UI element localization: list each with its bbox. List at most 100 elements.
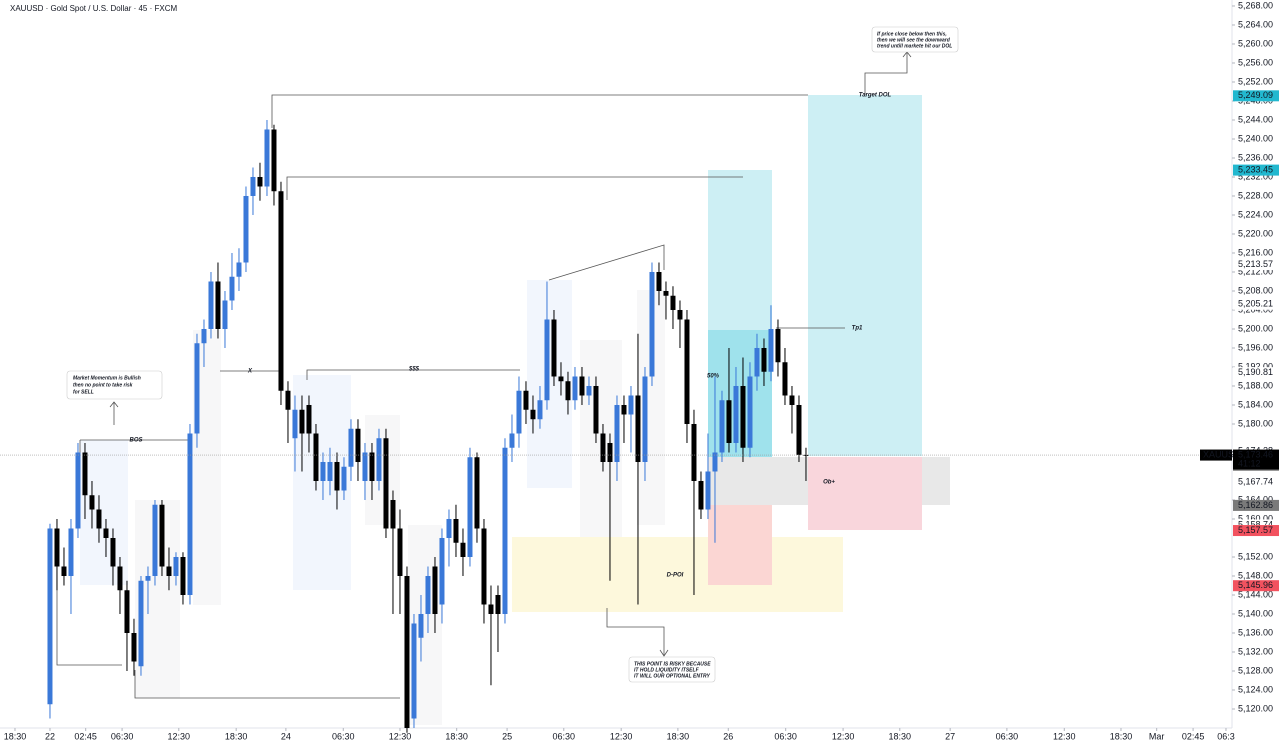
candle-body (411, 623, 417, 719)
candle-body (110, 537, 116, 567)
x-tick-label: 06:30 (996, 731, 1019, 741)
y-tick-label: 5,128.00 (1238, 665, 1273, 675)
candle-body (215, 281, 221, 329)
x-tick-label: 12:30 (1053, 731, 1076, 741)
candle-body (537, 400, 543, 420)
candle-body (789, 395, 795, 405)
y-tick-label: 5,144.00 (1238, 589, 1273, 599)
candle-body (733, 385, 739, 443)
symbol-tag-bg (1200, 449, 1232, 461)
price-label-bg (1233, 499, 1279, 511)
x-tick-label: 02:45 (74, 731, 97, 741)
x-tick-label: 18:30 (667, 731, 690, 741)
price-label-bg (1233, 580, 1279, 592)
y-tick-label: 5,208.00 (1238, 285, 1273, 295)
symbol-tag: XAUUSD (1203, 449, 1241, 459)
x-tick-label: 22 (45, 731, 55, 741)
candle-body (768, 328, 774, 372)
candle-body (313, 433, 319, 481)
price-label: 5,233.45 (1238, 164, 1273, 174)
candle-body (488, 604, 494, 614)
candle-body (761, 347, 767, 372)
y-tick-label: 5,240.00 (1238, 133, 1273, 143)
note-line: Market Momentum is Bullish (73, 375, 141, 381)
x-tick-label: 18:30 (225, 731, 248, 741)
candle-body (516, 390, 522, 434)
candle-body (201, 328, 207, 344)
candle-body (348, 428, 354, 467)
y-tick-label: 5,228.00 (1238, 190, 1273, 200)
y-tick-label: 5,164.00 (1238, 494, 1273, 504)
y-tick-label: 5,212.00 (1238, 266, 1273, 276)
candle-body (103, 528, 109, 538)
note-line: IT HOLD LIQUIDITY ITSELF (634, 667, 700, 673)
y-tick-label: 5,232.00 (1238, 171, 1273, 181)
x-label: X (247, 369, 253, 375)
candle-body (460, 542, 466, 557)
candle-body (684, 319, 690, 424)
candle-body (68, 528, 74, 576)
last-price-bg (1233, 449, 1279, 470)
candle-body (502, 447, 508, 614)
candle-body (635, 395, 641, 462)
y-tick-label: 5,152.00 (1238, 551, 1273, 561)
x-tick-label: 06:30 (332, 731, 355, 741)
candle-body (54, 528, 60, 567)
y-tick-label: 5,188.00 (1238, 380, 1273, 390)
candle-body (250, 176, 256, 196)
candle-body (236, 262, 242, 277)
candle-body (369, 452, 375, 481)
candle-body (138, 580, 144, 667)
y-tick-label: 5,192.00 (1238, 361, 1273, 371)
price-label-bg (1233, 476, 1279, 488)
candle-body (61, 566, 67, 576)
price-label: 5,213.57 (1238, 259, 1273, 269)
candle-body (509, 433, 515, 448)
ob-label: Ob+ (823, 480, 835, 486)
candle-body (292, 409, 298, 439)
candle-body (159, 504, 165, 567)
candle-body (719, 400, 725, 453)
candle-body (306, 404, 312, 434)
target-zone (708, 330, 772, 457)
y-tick-label: 5,124.00 (1238, 684, 1273, 694)
x-tick-label: 06:30 (111, 731, 134, 741)
x-tick-label: 12:30 (389, 731, 412, 741)
candle-body (124, 590, 130, 633)
candle-body (600, 433, 606, 462)
note-line: If price close below then this, (877, 31, 947, 37)
candle-body (243, 195, 249, 263)
x-tick-label: 12:30 (832, 731, 855, 741)
y-tick-label: 5,148.00 (1238, 570, 1273, 580)
y-tick-label: 5,196.00 (1238, 342, 1273, 352)
note-line: then no point to take risk (73, 382, 133, 388)
candle-body (362, 452, 368, 481)
y-tick-label: 5,120.00 (1238, 703, 1273, 713)
candle-body (698, 480, 704, 510)
y-tick-label: 5,200.00 (1238, 323, 1273, 333)
candle-body (691, 423, 697, 481)
candle-body (712, 452, 718, 472)
candle-body (705, 471, 711, 510)
candle-body (670, 295, 676, 310)
y-tick-label: 5,260.00 (1238, 38, 1273, 48)
candle-body (376, 438, 382, 481)
price-label: 5,162.86 (1238, 500, 1273, 510)
candle-body (523, 390, 529, 410)
price-label: 5,145.96 (1238, 580, 1273, 590)
note-line: trend untill markete hit our DOL (877, 43, 952, 49)
x-tick-label: 18:30 (4, 731, 27, 741)
candle-body (285, 390, 291, 410)
candle-body (607, 442, 613, 462)
countdown: 41:12 (1238, 458, 1261, 468)
note-box (628, 656, 716, 683)
candle-body (621, 404, 627, 415)
candle-body (677, 309, 683, 320)
candle-body (166, 566, 172, 576)
price-label-bg (1233, 90, 1279, 102)
liquidity-label: $$$ (408, 367, 420, 373)
y-tick-label: 5,220.00 (1238, 228, 1273, 238)
candle-body (649, 271, 655, 377)
candle-body (173, 556, 179, 576)
candle-body (180, 556, 186, 595)
